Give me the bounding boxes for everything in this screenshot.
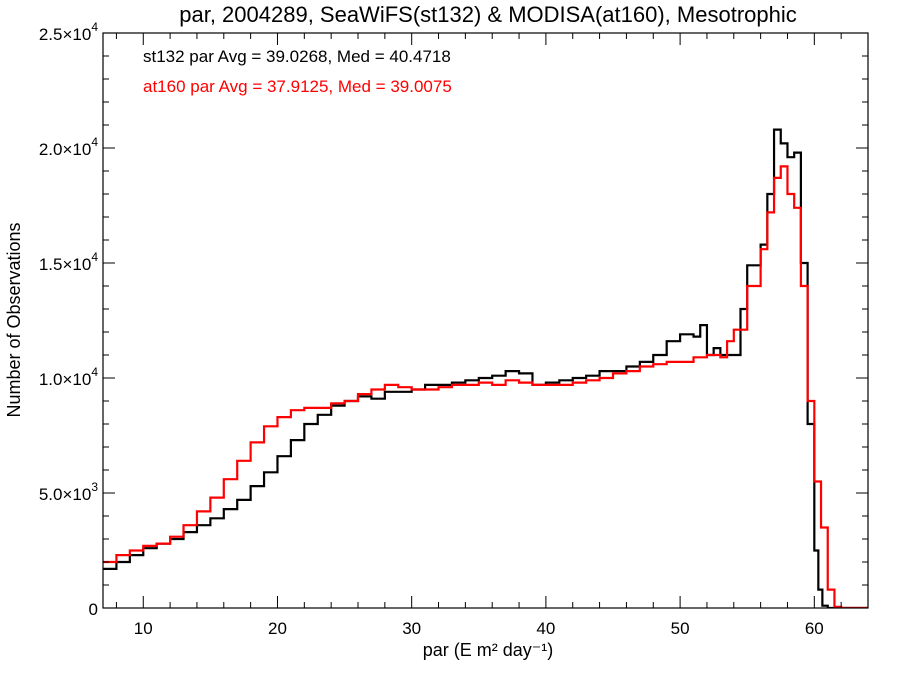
annotation-text-2: at160 par Avg = 37.9125, Med = 39.0075 xyxy=(143,77,452,96)
axes-layer: 10 20 30 40 50 60 0 5.0×103 1.0×104 1.5×104 2.0×10… xyxy=(39,20,869,638)
x-tick-label: 30 xyxy=(402,619,421,638)
y-tick-label: 2.5×104 xyxy=(39,20,98,44)
y-tick-label: 5.0×103 xyxy=(39,480,98,504)
annotation-text-1: st132 par Avg = 39.0268, Med = 40.4718 xyxy=(143,47,451,66)
y-axis-label: Number of Observations xyxy=(4,222,24,417)
y-tick-label: 1.0×104 xyxy=(39,365,98,389)
x-axis-label: par (E m² day⁻¹) xyxy=(423,640,554,660)
series-layer xyxy=(103,128,868,608)
chart-title: par, 2004289, SeaWiFS(st132) & MODISA(at… xyxy=(179,2,797,27)
x-tick-label: 50 xyxy=(671,619,690,638)
x-tick-label: 40 xyxy=(536,619,555,638)
x-tick-label: 60 xyxy=(805,619,824,638)
plot-frame xyxy=(102,32,869,609)
y-tick-label: 0 xyxy=(89,600,98,619)
x-tick-label: 10 xyxy=(134,619,153,638)
y-tick-label: 1.5×104 xyxy=(39,250,98,274)
annotation-layer: st132 par Avg = 39.0268, Med = 40.4718 at… xyxy=(143,47,452,96)
series-line-2 xyxy=(103,165,868,608)
x-tick-label: 20 xyxy=(268,619,287,638)
y-tick-label: 2.0×104 xyxy=(39,135,98,159)
